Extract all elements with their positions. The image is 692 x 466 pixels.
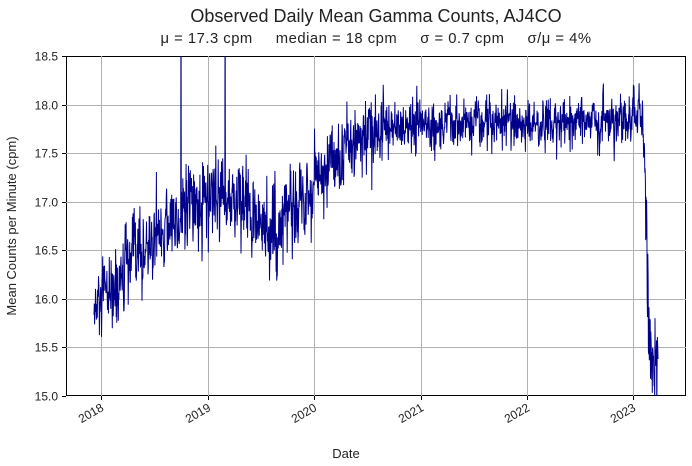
svg-text:18.0: 18.0 [35, 99, 59, 113]
svg-text:17.5: 17.5 [35, 147, 59, 161]
svg-text:17.0: 17.0 [35, 196, 59, 210]
svg-text:15.5: 15.5 [35, 341, 59, 355]
svg-text:2021: 2021 [396, 400, 426, 426]
svg-text:18.5: 18.5 [35, 50, 59, 64]
svg-text:16.5: 16.5 [35, 244, 59, 258]
svg-text:15.0: 15.0 [35, 390, 59, 404]
svg-text:2022: 2022 [502, 400, 532, 426]
svg-text:16.0: 16.0 [35, 293, 59, 307]
svg-text:2023: 2023 [608, 400, 638, 426]
svg-text:2018: 2018 [76, 400, 106, 426]
svg-text:2019: 2019 [183, 400, 213, 426]
svg-text:2020: 2020 [289, 400, 319, 426]
